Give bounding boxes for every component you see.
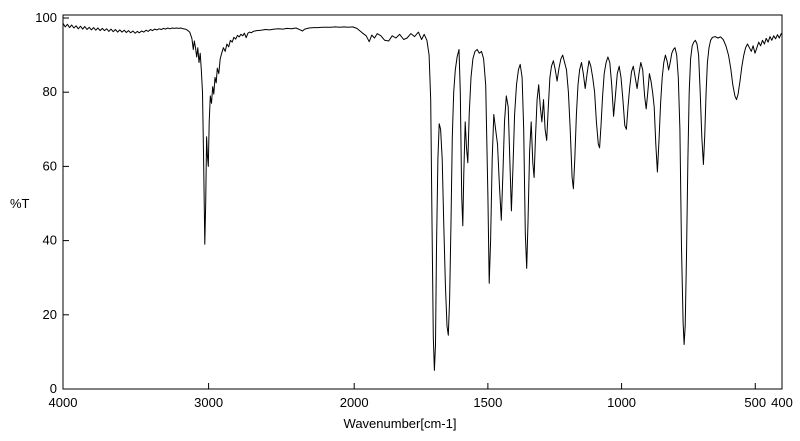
x-axis-title: Wavenumber[cm-1]	[343, 416, 457, 431]
x-axis-ticks	[62, 383, 783, 389]
y-tick-label: 20	[43, 307, 57, 322]
x-tick-label: 2000	[340, 395, 369, 410]
y-axis-ticks	[63, 17, 69, 390]
y-tick-label: 60	[43, 158, 57, 173]
y-axis-tick-labels: 0 20 40 60 80 100	[35, 10, 57, 396]
x-tick-label: 4000	[49, 395, 78, 410]
y-tick-label: 100	[35, 10, 57, 25]
y-tick-label: 40	[43, 233, 57, 248]
x-tick-label: 500	[744, 395, 766, 410]
x-tick-label: 3000	[194, 395, 223, 410]
x-axis-tick-labels: 4000 3000 2000 1500 1000 500 400	[49, 395, 793, 410]
x-tick-label: 1000	[607, 395, 636, 410]
y-axis-title: %T	[10, 196, 30, 211]
y-tick-label: 0	[50, 381, 57, 396]
x-tick-label: 1500	[473, 395, 502, 410]
x-tick-label: 400	[771, 395, 793, 410]
spectrum-trace-group	[62, 22, 783, 371]
plot-frame	[62, 14, 783, 390]
spectrum-trace	[62, 22, 783, 371]
y-tick-label: 80	[43, 84, 57, 99]
